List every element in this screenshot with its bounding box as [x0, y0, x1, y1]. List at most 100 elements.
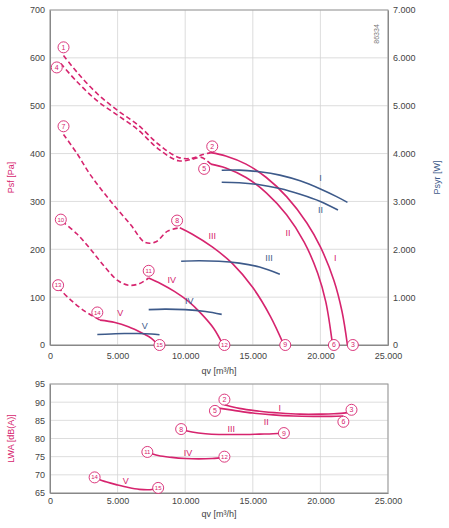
lines: [95, 405, 352, 490]
y-tick: 85: [35, 416, 50, 426]
y2-tick: 1.000: [388, 293, 416, 303]
x-tick-label: 20.000: [307, 351, 335, 361]
grid-line-y: [50, 420, 388, 421]
curve-label: III: [227, 424, 235, 434]
y-tick: 500: [30, 101, 50, 111]
curve: [224, 405, 351, 415]
curve-label: IV: [185, 296, 194, 306]
y2-tick: 0: [388, 340, 398, 350]
y2-axis-title: Psyr [W]: [432, 161, 442, 195]
x-tick-label: 0: [48, 351, 53, 361]
y-tick: 400: [30, 149, 50, 159]
x-axis-title: qv [m³/h]: [201, 366, 236, 376]
y-tick-label: 75: [35, 452, 45, 462]
y-tick-label: 0: [40, 340, 45, 350]
chart-root: 05.00010.00015.00020.00025.0000100200300…: [0, 0, 449, 528]
grid-line-x: [252, 10, 253, 345]
annotation-label: 8: [179, 426, 183, 433]
annotation-label: 15: [156, 342, 163, 348]
curve-label: I: [279, 403, 282, 413]
curve-label: V: [123, 476, 129, 486]
y-tick-label: 90: [35, 398, 45, 408]
annotation-marker: [142, 446, 153, 457]
y-tick: 80: [35, 434, 50, 444]
y-tick-label: 65: [35, 488, 45, 498]
annotation-marker: [53, 280, 64, 291]
grid-line-y: [50, 201, 388, 202]
annotation-label: 10: [57, 217, 64, 223]
y2-tick-label: 4.000: [393, 149, 416, 159]
annotation-label: 5: [202, 165, 206, 172]
x-axis: 05.00010.00015.00020.00025.000: [48, 493, 402, 506]
grid-line-x: [320, 10, 321, 345]
annotation-label: 15: [155, 485, 162, 491]
grid-line-x: [185, 10, 186, 345]
annotation-marker: [209, 405, 220, 416]
y-tick-label: 300: [30, 197, 45, 207]
y2-tick: 7.000: [388, 5, 416, 15]
curve-label: IV: [167, 275, 176, 285]
annotation-marker: [172, 215, 183, 226]
annotation-marker: [89, 472, 100, 483]
y2-tick-label: 3.000: [393, 197, 416, 207]
panel: 05.00010.00015.00020.00025.0006570758085…: [6, 379, 402, 519]
annotation-label: 9: [282, 430, 286, 437]
x-tick-label: 20.000: [307, 496, 335, 506]
y-tick: 200: [30, 245, 50, 255]
annotation-label: 3: [351, 341, 355, 348]
x-tick-label: 10.000: [172, 496, 200, 506]
annotation-marker: [154, 340, 165, 351]
annotation-label: 6: [341, 418, 345, 425]
x-tick-label: 10.000: [172, 351, 200, 361]
x-tick: 25.000: [375, 345, 403, 361]
x-tick-label: 25.000: [375, 351, 403, 361]
y2-tick-label: 2.000: [393, 245, 416, 255]
annotation-label: 11: [146, 268, 153, 274]
lines: [58, 55, 347, 345]
grid-line-y: [50, 105, 388, 106]
panel: 05.00010.00015.00020.00025.0000100200300…: [6, 5, 442, 376]
y-tick: 300: [30, 197, 50, 207]
y-axis: 65707580859095: [35, 379, 51, 498]
curve-label: III: [265, 253, 273, 263]
x-axis-title: qv [m³/h]: [201, 509, 236, 519]
x-tick-label: 15.000: [240, 351, 268, 361]
x-tick: 20.000: [307, 493, 335, 506]
curve: [62, 222, 149, 286]
annotation-marker: [176, 424, 187, 435]
curve-label: V: [142, 321, 148, 331]
y-axis-line: [50, 11, 51, 346]
annotation-label: 3: [350, 406, 354, 413]
y-tick-label: 85: [35, 416, 45, 426]
x-tick-label: 0: [48, 496, 53, 506]
annotation-label: 12: [221, 454, 228, 460]
annotation-marker: [338, 416, 349, 427]
grid-line-y: [50, 438, 388, 439]
y-tick-label: 600: [30, 53, 45, 63]
curve-label: I: [319, 173, 322, 183]
y-tick-label: 100: [30, 293, 45, 303]
y2-tick-label: 1.000: [393, 293, 416, 303]
annotation-label: 6: [332, 341, 336, 348]
annotation-marker: [58, 42, 69, 53]
y-tick-label: 400: [30, 149, 45, 159]
y2-tick: 3.000: [388, 197, 416, 207]
curve: [211, 153, 348, 345]
plot-frame: [50, 384, 388, 493]
curve-label: II: [318, 205, 323, 215]
x-tick: 10.000: [172, 493, 200, 506]
curve: [64, 55, 211, 158]
y-tick-label: 700: [30, 5, 45, 15]
y-tick: 700: [30, 5, 50, 15]
annotation-marker: [153, 482, 164, 493]
y-tick-label: 500: [30, 101, 45, 111]
curve: [222, 170, 348, 202]
annotation-label: 4: [55, 64, 59, 71]
curve-label: II: [285, 228, 290, 238]
annotation-label: 14: [91, 474, 98, 480]
curve: [97, 333, 159, 334]
grid-line-y: [50, 297, 388, 298]
annotation-marker: [143, 265, 154, 276]
annotation-marker: [328, 340, 339, 351]
curve-label: I: [334, 253, 337, 263]
